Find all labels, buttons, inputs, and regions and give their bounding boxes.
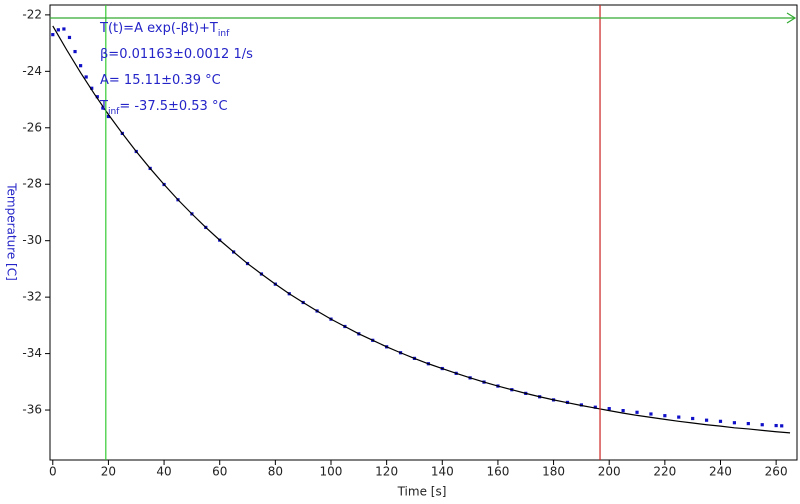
data-point (746, 421, 750, 426)
plot-frame (49, 4, 798, 461)
cursor-arrow (786, 12, 797, 24)
x-tick-label: 160 (486, 465, 509, 479)
x-tick-label: 20 (101, 465, 116, 479)
data-point (73, 49, 77, 54)
data-point (649, 412, 653, 416)
data-point (691, 416, 695, 421)
annotation-text: T (99, 99, 108, 114)
y-tick-label: -34 (22, 346, 42, 360)
x-tick-label: 80 (268, 465, 283, 479)
data-point (84, 75, 88, 79)
data-point (67, 35, 72, 40)
y-tick-label: -30 (22, 233, 42, 247)
annotation: Tinf= -37.5±0.53 °C (99, 99, 228, 117)
annotation-subscript: inf (108, 107, 120, 117)
x-tick-label: 200 (598, 465, 621, 479)
annotation-text: = -37.5±0.53 °C (119, 99, 227, 114)
data-point (780, 424, 784, 428)
data-point (635, 410, 639, 414)
data-point (718, 419, 723, 423)
y-tick-label: -24 (22, 64, 42, 78)
y-tick-label: -26 (22, 120, 42, 134)
annotation-text: β=0.01163±0.0012 1/s (100, 47, 253, 62)
data-point (95, 95, 99, 99)
x-axis-label: Time [s] (397, 485, 447, 499)
y-axis-label: Temperature [C] (5, 182, 19, 281)
y-tick-label: -28 (22, 177, 42, 191)
data-point (760, 423, 764, 427)
data-point (704, 418, 709, 422)
annotation-subscript: inf (218, 29, 230, 39)
data-point (101, 106, 105, 110)
data-point (732, 421, 737, 425)
x-tick-label: 140 (431, 465, 454, 479)
annotation: β=0.01163±0.0012 1/s (100, 47, 253, 62)
y-tick-label: -32 (22, 290, 42, 304)
x-tick-label: 60 (212, 465, 227, 479)
y-tick-label: -22 (22, 7, 42, 21)
x-tick-label: 0 (49, 465, 57, 479)
data-point (593, 405, 597, 409)
fit-line (52, 25, 791, 434)
data-point (79, 64, 83, 68)
annotation-text: T(t)=A exp(-βt)+T (99, 21, 218, 36)
x-tick-label: 240 (709, 465, 732, 479)
data-point (56, 28, 60, 32)
annotation-text: A= 15.11±0.39 °C (100, 73, 221, 88)
data-point (106, 114, 111, 119)
data-point (774, 423, 778, 428)
data-point (62, 27, 66, 31)
data-point (90, 86, 94, 90)
x-tick-label: 100 (320, 465, 343, 479)
x-tick-label: 260 (765, 465, 788, 479)
annotation: T(t)=A exp(-βt)+Tinf (99, 21, 230, 39)
data-point (607, 407, 611, 411)
x-tick-label: 120 (375, 465, 398, 479)
y-tick-label: -36 (22, 403, 42, 417)
data-point (51, 33, 55, 37)
data-point (677, 415, 681, 419)
x-tick-label: 220 (653, 465, 676, 479)
x-tick-label: 180 (542, 465, 565, 479)
data-point (621, 409, 625, 413)
annotation: A= 15.11±0.39 °C (100, 73, 221, 88)
data-point (663, 414, 667, 418)
x-tick-label: 40 (156, 465, 171, 479)
